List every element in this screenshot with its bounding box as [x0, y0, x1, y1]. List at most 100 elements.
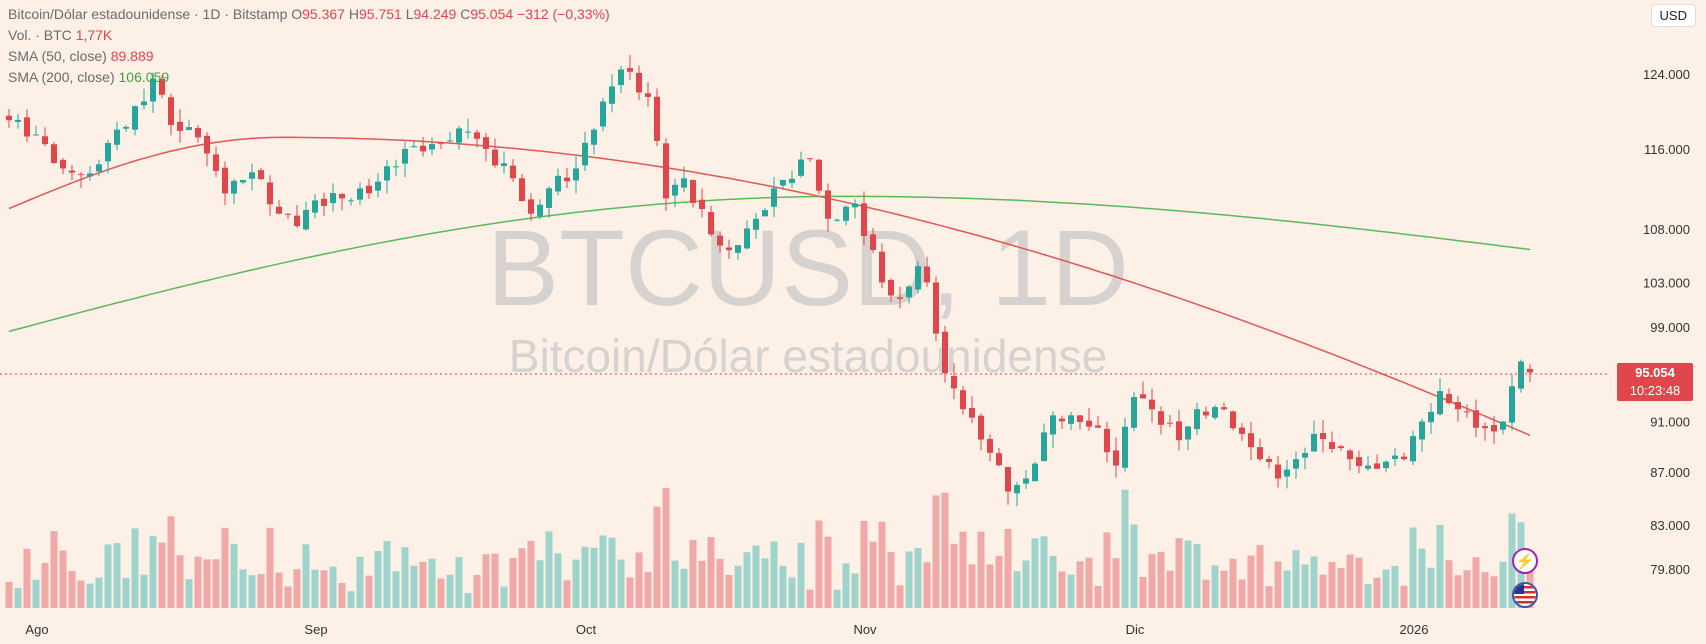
candle-body [735, 245, 741, 253]
candlesticks [6, 55, 1533, 507]
volume-bar [131, 528, 139, 608]
volume-bar [50, 531, 58, 608]
legend-volume-row[interactable]: Vol. · BTC 1,77K [8, 25, 610, 46]
volume-bar [959, 531, 967, 608]
candle-body [429, 144, 435, 150]
candle-body [1104, 428, 1110, 453]
candle-body [132, 106, 138, 130]
candle-body [1293, 459, 1299, 469]
volume-bar [563, 580, 571, 608]
candle-body [1311, 433, 1317, 452]
price-tick-label: 116.000 [1644, 142, 1690, 157]
volume-bar [59, 550, 67, 608]
volume-bar [77, 580, 85, 608]
price-axis[interactable]: 124.000 116.000 108.000 103.000 99.000 91.000… [1643, 67, 1690, 577]
candle-body [1284, 469, 1290, 477]
candle-body [1221, 407, 1227, 410]
candle-body [303, 209, 309, 230]
candle-body [1239, 427, 1245, 434]
volume-bar [32, 579, 40, 608]
volume-bar [266, 527, 274, 608]
candle-body [339, 193, 345, 199]
candle-body [726, 247, 732, 251]
volume-bar [1400, 585, 1408, 608]
candle-body [150, 78, 156, 102]
volume-bar [509, 558, 517, 608]
legend-sma200-row[interactable]: SMA (200, close) 106.059 [8, 67, 610, 88]
legend: Bitcoin/Dólar estadounidense · 1D · Bits… [8, 4, 610, 88]
candle-body [87, 173, 93, 177]
candle-body [879, 251, 885, 283]
symbol-title[interactable]: Bitcoin/Dólar estadounidense · 1D · Bits… [8, 6, 288, 22]
volume-bar [626, 577, 634, 608]
volume-bar [1472, 557, 1480, 608]
low-value: 94.249 [413, 6, 457, 22]
volume-bar [482, 554, 490, 608]
candle-body [483, 137, 489, 149]
candle-body [1041, 432, 1047, 462]
volume-bar [383, 541, 391, 608]
volume-bar [464, 592, 472, 608]
volume-bar [824, 536, 832, 608]
volume-bar [284, 586, 292, 608]
currency-button[interactable]: USD [1650, 4, 1696, 27]
candle-body [141, 101, 147, 106]
bar-countdown: 10:23:48 [1629, 383, 1681, 398]
time-axis[interactable]: Ago Sep Oct Nov Dic 2026 [25, 622, 1428, 637]
volume-bar [1112, 558, 1120, 608]
volume-bar [833, 589, 841, 608]
candle-body [204, 135, 210, 154]
volume-bar [1256, 545, 1264, 608]
candle-body [294, 215, 300, 227]
candle-body [1131, 397, 1137, 428]
candle-body [312, 200, 318, 213]
legend-sma50-row[interactable]: SMA (50, close) 89.889 [8, 46, 610, 67]
candle-body [1023, 478, 1029, 484]
candle-body [240, 180, 246, 183]
volume-bar [950, 543, 958, 608]
candle-body [6, 115, 12, 121]
candle-body [672, 184, 678, 196]
candle-body [438, 142, 444, 144]
lightning-icon[interactable]: ⚡ [1512, 548, 1538, 574]
time-tick-label: Dic [1126, 622, 1145, 637]
volume-bar [230, 543, 238, 608]
change-value: −312 (−0,33%) [517, 6, 610, 22]
volume-bar [860, 520, 868, 608]
volume-bar [527, 540, 535, 608]
price-tick-label: 79.800 [1650, 562, 1690, 577]
volume-bar [707, 537, 715, 608]
time-tick-label: Ago [25, 622, 48, 637]
volume-bar [5, 582, 13, 608]
volume-bar [104, 544, 112, 608]
volume-bar [545, 531, 553, 608]
candle-body [555, 175, 561, 192]
volume-bar [1022, 560, 1030, 608]
candle-body [60, 159, 66, 169]
volume-bar [1166, 570, 1174, 608]
candle-body [420, 145, 426, 152]
us-flag-icon[interactable] [1512, 582, 1538, 608]
candle-body [1509, 386, 1515, 423]
volume-bar [158, 542, 166, 608]
candle-body [1518, 361, 1524, 389]
candle-body [843, 206, 849, 221]
candle-body [1527, 368, 1533, 373]
volume-bar [1355, 557, 1363, 608]
volume-bar [977, 531, 985, 608]
candle-body [564, 177, 570, 182]
candle-body [258, 170, 264, 180]
volume-bar [1049, 555, 1057, 608]
candle-body [276, 206, 282, 214]
volume-bar [905, 551, 913, 608]
candle-body [717, 235, 723, 246]
candle-body [1428, 411, 1434, 423]
candle-body [951, 376, 957, 389]
watermark: BTCUSD, 1D Bitcoin/Dólar estadounidense [487, 207, 1129, 382]
candle-body [618, 69, 624, 86]
sma200-line [8, 195, 1531, 333]
candle-body [915, 266, 921, 290]
candle-body [1347, 450, 1353, 460]
candle-body [1455, 402, 1461, 410]
